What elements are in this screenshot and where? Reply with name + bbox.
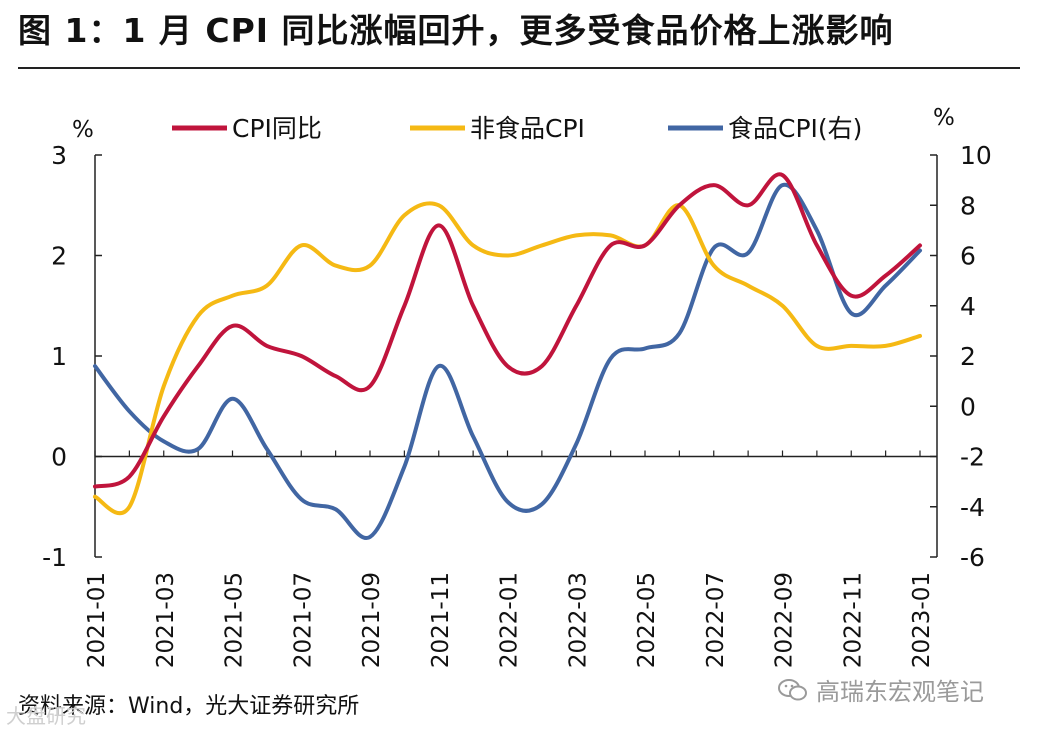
series-line-2 — [93, 182, 922, 540]
watermark: 高瑞东宏观笔记 — [778, 672, 984, 707]
left-tick-label: 1 — [51, 342, 67, 371]
right-tick-label: 4 — [960, 292, 976, 321]
left-tick-label: -1 — [42, 543, 67, 572]
x-tick-label: 2023-01 — [909, 572, 935, 668]
x-tick-label: 2021-09 — [359, 572, 385, 668]
watermark-text: 高瑞东宏观笔记 — [816, 678, 984, 706]
source-note: 资料来源：Wind，光大证券研究所 — [18, 694, 360, 719]
x-tick-label: 2021-07 — [290, 572, 316, 668]
title-divider — [18, 67, 1020, 69]
x-tick-label: 2022-11 — [840, 572, 866, 668]
x-tick-label: 2022-01 — [497, 572, 523, 668]
right-tick-label: 6 — [960, 242, 976, 271]
chart-series — [93, 172, 922, 540]
chart-title: 图 1：1 月 CPI 同比涨幅回升，更多受食品价格上涨影响 — [18, 11, 894, 50]
x-tick-label: 2021-11 — [428, 572, 454, 668]
right-tick-label: 10 — [960, 141, 992, 170]
chart-legend: CPI同比 非食品CPI 食品CPI(右) — [172, 114, 862, 143]
right-tick-label: 0 — [960, 392, 976, 421]
right-tick-label: 8 — [960, 191, 976, 220]
legend-label: CPI同比 — [232, 114, 322, 143]
right-axis-unit: % — [933, 105, 955, 131]
x-tick-label: 2022-05 — [634, 572, 660, 668]
left-tick-label: 2 — [51, 242, 67, 271]
left-axis-unit: % — [72, 117, 94, 143]
right-tick-label: 2 — [960, 342, 976, 371]
right-tick-label: -2 — [960, 443, 985, 472]
right-tick-label: -4 — [960, 493, 985, 522]
series-line-1 — [93, 201, 922, 516]
legend-label: 食品CPI(右) — [728, 114, 862, 143]
x-tick-label: 2021-05 — [222, 572, 248, 668]
legend-label: 非食品CPI — [470, 114, 585, 143]
left-tick-label: 3 — [51, 141, 67, 170]
right-tick-label: -6 — [960, 543, 985, 572]
wechat-icon — [778, 678, 807, 700]
left-tick-label: 0 — [51, 443, 67, 472]
x-tick-label: 2021-01 — [84, 572, 110, 668]
watermark-left: 大盘研究 — [6, 704, 86, 728]
x-tick-label: 2022-07 — [703, 572, 729, 668]
series-line-0 — [93, 172, 922, 489]
x-tick-label: 2022-09 — [772, 572, 798, 668]
x-tick-label: 2022-03 — [565, 572, 591, 668]
x-tick-label: 2021-03 — [153, 572, 179, 668]
